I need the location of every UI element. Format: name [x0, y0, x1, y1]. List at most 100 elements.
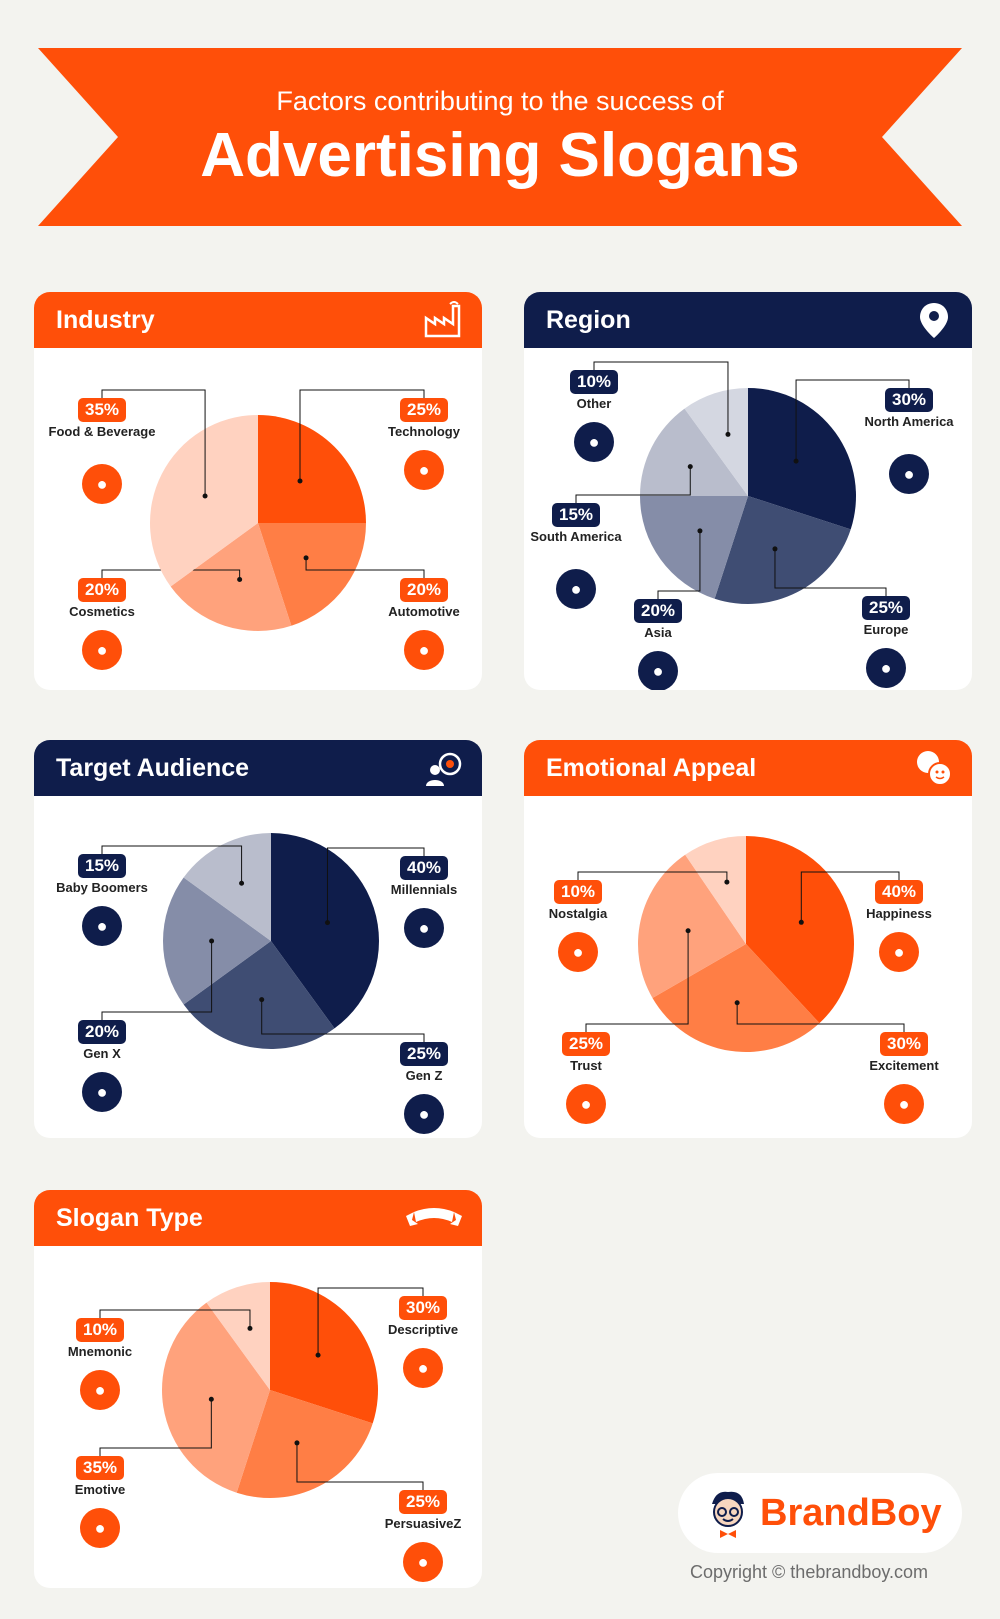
leader-line-north-america: [795, 379, 910, 462]
industry-chart: 25% Technology ● 20% Automotive ● 20% Cosmetics…: [34, 348, 482, 688]
slice-label-mnemonic: 10% Mnemonic: [40, 1318, 160, 1359]
slice-label-technology: 25% Technology: [364, 398, 482, 439]
leader-line-asia: [657, 530, 701, 601]
slice-label-emotive: 35% Emotive: [40, 1456, 160, 1497]
pie-slice-food-and-beverage: [150, 415, 258, 587]
millennial-icon: ●: [404, 908, 444, 948]
leader-line-excitement: [736, 1002, 905, 1034]
slice-label-millennials: 40% Millennials: [364, 856, 482, 897]
persuasion-icon: ●: [403, 1542, 443, 1582]
leader-dot-north-america: [793, 458, 799, 464]
region-card-header: Region: [524, 292, 972, 348]
pie-slice-persuasivez: [236, 1390, 373, 1498]
category-label-north-america: North America: [864, 414, 954, 429]
leader-line-food-and-beverage: [101, 389, 206, 497]
category-label-millennials: Millennials: [390, 882, 458, 897]
slogan-type-card-title: Slogan Type: [56, 1203, 203, 1232]
slice-label-persuasivez: 25% PersuasiveZ: [363, 1490, 482, 1531]
value-badge-europe: 25%: [861, 596, 911, 620]
leader-line-mnemonic: [99, 1309, 251, 1329]
value-badge-mnemonic: 10%: [75, 1318, 125, 1342]
value-badge-food-and-beverage: 35%: [77, 398, 127, 422]
value-badge-descriptive: 30%: [398, 1296, 448, 1320]
pie-slice-emotive: [161, 1302, 270, 1493]
value-badge-millennials: 40%: [399, 856, 449, 880]
pie-svg: [101, 833, 425, 1049]
pie-slice-nostalgia: [685, 836, 746, 944]
category-label-cosmetics: Cosmetics: [69, 604, 135, 619]
slice-label-north-america: 30% North America: [849, 388, 969, 429]
pie-slice-baby-boomers: [183, 833, 271, 941]
pie-slice-asia: [640, 496, 748, 599]
value-badge-excitement: 30%: [879, 1032, 929, 1056]
value-badge-automotive: 20%: [399, 578, 449, 602]
jumping-person-icon: ●: [884, 1084, 924, 1124]
cosmetics-icon: ●: [82, 630, 122, 670]
slice-label-excitement: 30% Excitement: [844, 1032, 964, 1073]
leader-line-south-america: [575, 466, 691, 505]
pie-slice-other: [684, 388, 748, 496]
food-icon: ●: [82, 464, 122, 504]
value-badge-baby-boomers: 15%: [77, 854, 127, 878]
chip-icon: ●: [404, 450, 444, 490]
value-badge-other: 10%: [569, 370, 619, 394]
emotional-appeal-card-header: Emotional Appeal: [524, 740, 972, 796]
value-badge-technology: 25%: [399, 398, 449, 422]
category-label-food-and-beverage: Food & Beverage: [48, 424, 156, 439]
pie-slice-automotive: [258, 523, 366, 626]
category-label-excitement: Excitement: [869, 1058, 939, 1073]
page-title: Advertising Slogans: [200, 121, 800, 190]
europe-icon: ●: [866, 648, 906, 688]
slice-label-asia: 20% Asia: [598, 599, 718, 640]
slogan-type-chart: 30% Descriptive ● 25% PersuasiveZ ● 35% Emotive…: [34, 1246, 482, 1586]
value-badge-cosmetics: 20%: [77, 578, 127, 602]
slice-label-europe: 25% Europe: [826, 596, 946, 637]
slice-label-automotive: 20% Automotive: [364, 578, 482, 619]
other-region-icon: ●: [574, 422, 614, 462]
category-label-emotive: Emotive: [74, 1482, 126, 1497]
gen-z-icon: ●: [404, 1094, 444, 1134]
banner-ribbon: [38, 48, 962, 226]
target-audience-card-title: Target Audience: [56, 753, 250, 782]
leader-line-baby-boomers: [101, 845, 243, 884]
pie-svg: [99, 1282, 424, 1498]
north-america-icon: ●: [889, 454, 929, 494]
category-label-trust: Trust: [570, 1058, 602, 1073]
brain-memory-icon: ●: [80, 1370, 120, 1410]
title-banner: Factors contributing to the success of A…: [38, 48, 962, 226]
target-audience-card-header: Target Audience: [34, 740, 482, 796]
category-label-baby-boomers: Baby Boomers: [56, 880, 148, 895]
slogan-type-card: Slogan Type 30% Descriptive ● 25% Persuasive…: [34, 1190, 482, 1588]
category-label-other: Other: [576, 396, 612, 411]
emotional-appeal-chart: 40% Happiness ● 30% Excitement ● 25% Trust ● 10% N…: [524, 796, 972, 1136]
leader-dot-asia: [697, 528, 703, 534]
category-label-automotive: Automotive: [388, 604, 460, 619]
pie-svg: [577, 836, 905, 1052]
pie-slice-trust: [638, 854, 746, 998]
leader-dot-automotive: [303, 555, 309, 561]
elderly-couple-icon: ●: [82, 906, 122, 946]
pie-slice-technology: [258, 415, 366, 523]
slice-label-baby-boomers: 15% Baby Boomers: [42, 854, 162, 895]
page-subtitle: Factors contributing to the success of: [276, 86, 724, 116]
emotive-faces-icon: ●: [80, 1508, 120, 1548]
leader-line-gen-z: [261, 999, 425, 1044]
factory-icon: [424, 301, 461, 338]
emotional-appeal-card: Emotional Appeal 40% Happiness ● 30% Excitem…: [524, 740, 972, 1138]
leader-line-descriptive: [317, 1287, 424, 1356]
brandboy-logo-text: BrandBoy: [760, 1491, 942, 1534]
category-label-europe: Europe: [863, 622, 909, 637]
category-label-asia: Asia: [644, 625, 672, 640]
industry-card-header: Industry: [34, 292, 482, 348]
slice-label-other: 10% Other: [534, 370, 654, 411]
leader-dot-millennials: [324, 920, 330, 926]
leader-line-nostalgia: [577, 871, 728, 883]
gen-x-icon: ●: [82, 1072, 122, 1112]
value-badge-south-america: 15%: [551, 503, 601, 527]
leader-line-happiness: [800, 871, 900, 923]
pie-slice-excitement: [652, 944, 820, 1052]
value-badge-nostalgia: 10%: [553, 880, 603, 904]
slice-label-gen-z: 25% Gen Z: [364, 1042, 482, 1083]
handshake-heart-icon: ●: [566, 1084, 606, 1124]
copyright-text: Copyright © thebrandboy.com: [690, 1562, 929, 1582]
